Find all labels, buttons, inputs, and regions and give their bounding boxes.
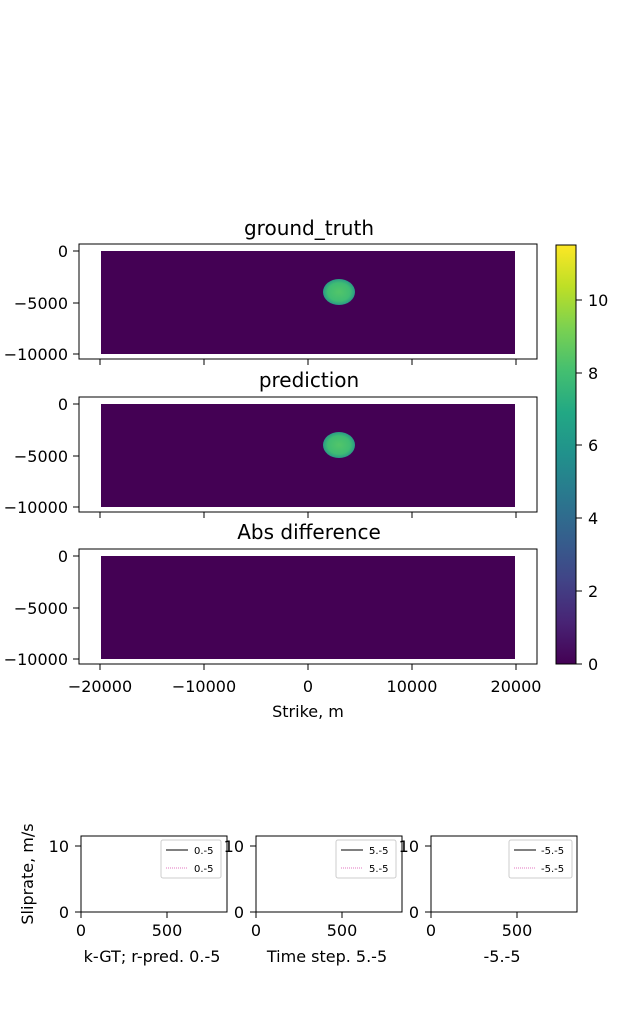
y-tick-label: 0: [234, 903, 244, 922]
y-tick-label: −5000: [14, 599, 68, 618]
y-tick-label: 10: [224, 837, 244, 856]
panel-title: prediction: [259, 368, 359, 392]
y-tick-label: −10000: [4, 650, 68, 669]
y-tick-label: −10000: [4, 498, 68, 517]
x-axis-ticks: [99, 512, 517, 518]
legend: 0.-5 0.-5: [160, 839, 222, 879]
axes-frame: [80, 835, 228, 913]
legend-label: 5.-5: [369, 846, 389, 857]
y-tick-label: −5000: [14, 447, 68, 466]
colorbar-tick-label: 0: [588, 655, 598, 674]
x-tick-label: 10000: [387, 677, 438, 696]
panel-abs-difference: Abs difference 0 −5000 −10000 −20000 −10…: [4, 520, 542, 721]
x-tick-label: 500: [152, 921, 183, 940]
legend-label: 5.-5: [369, 864, 389, 875]
x-tick-label: 500: [327, 921, 358, 940]
x-axis-label: Time step. 5.-5: [266, 947, 387, 966]
y-axis: 0 −5000 −10000: [4, 242, 79, 364]
legend: 5.-5 5.-5: [335, 839, 397, 879]
slip-anomaly: [323, 279, 355, 305]
sliprate-panel-3: 0 10 0 500 -5.-5 -5.-5 -5.-5: [399, 835, 578, 966]
x-tick-label: 500: [502, 921, 533, 940]
x-tick-label: −10000: [172, 677, 236, 696]
colorbar-tick-label: 10: [588, 291, 608, 310]
colorbar-tick-label: 8: [588, 364, 598, 383]
legend-label: -5.-5: [541, 864, 564, 875]
y-tick-label: 0: [59, 903, 69, 922]
colorbar-tick-label: 4: [588, 509, 598, 528]
x-tick-label: 0: [303, 677, 313, 696]
x-axis-ticks: [99, 359, 517, 365]
y-tick-label: 10: [49, 837, 69, 856]
axes-frame: [255, 835, 403, 913]
y-axis: 0 −5000 −10000: [4, 395, 79, 517]
x-axis: 0 500 Time step. 5.-5: [251, 912, 387, 966]
y-axis: 0 10: [224, 837, 256, 922]
y-tick-label: 0: [58, 395, 68, 414]
panel-title: ground_truth: [244, 216, 374, 240]
x-axis: −20000 −10000 0 10000 20000 Strike, m: [68, 664, 542, 721]
colorbar-ticks: 0 2 4 6 8 10: [576, 291, 608, 674]
legend-label: -5.-5: [541, 846, 564, 857]
heatmap-field: [101, 404, 515, 507]
x-axis-label: k-GT; r-pred. 0.-5: [84, 947, 221, 966]
y-tick-label: 0: [58, 242, 68, 261]
colorbar-frame: [555, 244, 577, 665]
y-axis: 0 10: [399, 837, 431, 922]
x-tick-label: 20000: [491, 677, 542, 696]
x-axis: 0 500 -5.-5: [426, 912, 532, 966]
colorbar: 0 2 4 6 8 10: [555, 244, 608, 674]
y-tick-label: −5000: [14, 294, 68, 313]
legend: -5.-5 -5.-5: [508, 839, 573, 879]
y-tick-label: 10: [399, 837, 419, 856]
axes-frame: [430, 835, 578, 913]
panel-ground-truth: ground_truth 0 −5000 −10000: [4, 216, 538, 365]
x-axis-label: -5.-5: [484, 947, 521, 966]
panel-prediction: prediction 0 −5000 −10000: [4, 368, 538, 518]
legend-label: 0.-5: [194, 846, 214, 857]
x-tick-label: 0: [426, 921, 436, 940]
legend-label: 0.-5: [194, 864, 214, 875]
slip-anomaly: [323, 432, 355, 458]
x-tick-label: 0: [76, 921, 86, 940]
x-axis: 0 500 k-GT; r-pred. 0.-5: [76, 912, 221, 966]
x-tick-label: 0: [251, 921, 261, 940]
y-tick-label: 0: [58, 547, 68, 566]
colorbar-tick-label: 6: [588, 436, 598, 455]
colorbar-tick-label: 2: [588, 582, 598, 601]
sliprate-panel-1: 0 10 Sliprate, m/s 0 500 k-GT; r-pred. 0…: [18, 823, 228, 966]
x-tick-label: −20000: [68, 677, 132, 696]
colorbar-gradient: [556, 245, 576, 664]
x-axis-label: Strike, m: [272, 702, 344, 721]
panel-title: Abs difference: [237, 520, 381, 544]
heatmap-field: [101, 556, 515, 659]
y-axis-label: Sliprate, m/s: [18, 823, 37, 924]
heatmap-field: [101, 251, 515, 354]
y-axis: 0 10 Sliprate, m/s: [18, 823, 81, 925]
y-tick-label: −10000: [4, 345, 68, 364]
y-axis: 0 −5000 −10000: [4, 547, 79, 669]
y-tick-label: 0: [409, 903, 419, 922]
sliprate-panel-2: 0 10 0 500 Time step. 5.-5 5.-5 5.-5: [224, 835, 403, 966]
